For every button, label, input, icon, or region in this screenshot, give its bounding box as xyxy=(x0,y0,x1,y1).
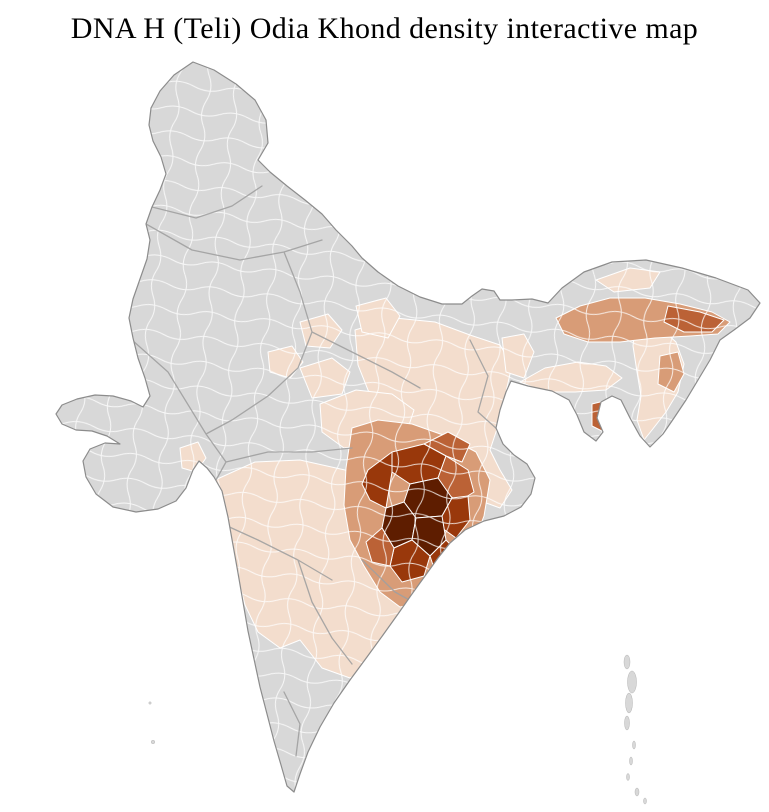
state-borders xyxy=(131,185,499,757)
district-borders-mesh xyxy=(56,62,760,792)
region-bengal-border-dark[interactable] xyxy=(529,443,563,481)
page-title: DNA H (Teli) Odia Khond density interact… xyxy=(70,12,699,45)
lakshadweep-islands[interactable] xyxy=(148,701,156,745)
india-outline xyxy=(55,61,761,793)
andaman-nicobar-islands[interactable] xyxy=(623,654,647,805)
